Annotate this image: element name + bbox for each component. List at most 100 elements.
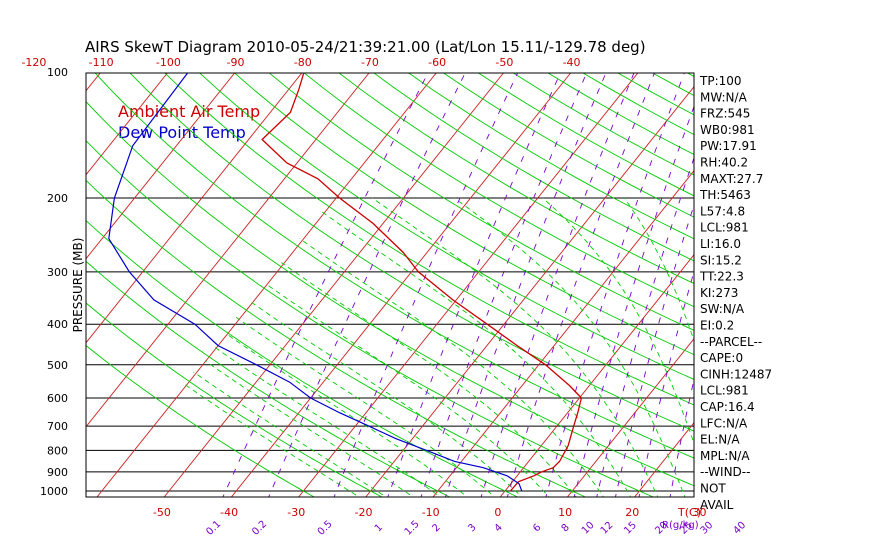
dry-adiabat-110 [338, 73, 694, 285]
dry-adiabat-10 [86, 179, 587, 497]
bottom-temp-tick-label: -10 [422, 506, 440, 519]
pressure-tick-label: 800 [47, 444, 68, 457]
moist-adiabat-4 [251, 302, 523, 497]
top-temp-tick-label: -100 [156, 56, 181, 69]
top-temp-tick-label: -110 [89, 56, 114, 69]
pressure-tick-label: 1000 [40, 485, 68, 498]
bottom-temp-tick-label: -30 [287, 506, 305, 519]
mixing-ratio-tick-label: 40 [731, 520, 748, 537]
stability-index: CAP:16.4 [700, 400, 755, 414]
dry-adiabat-60 [164, 73, 694, 406]
dry-adiabat-80 [233, 73, 694, 356]
isotherm--60 [96, 73, 437, 497]
pressure-tick-label: 700 [47, 420, 68, 433]
stability-index: EL:N/A [700, 433, 740, 447]
moist-adiabat--8 [214, 347, 441, 497]
mixing-ratio-line [387, 73, 561, 497]
isotherm-10 [566, 338, 694, 497]
stability-index: AVAIL [700, 498, 734, 512]
mixing-ratio-line [638, 269, 694, 497]
mixing-ratio-line [268, 73, 466, 497]
isotherm--30 [298, 73, 639, 497]
dry-adiabat-230 [755, 72, 870, 500]
dry-adiabat-70 [199, 73, 694, 380]
bottom-temp-tick-label: 0 [494, 506, 501, 519]
bottom-temp-tick-label: -50 [153, 506, 171, 519]
mixing-ratio-tick-label: 6 [531, 522, 543, 534]
stability-index: SW:N/A [700, 302, 745, 316]
dry-adiabat-240 [790, 72, 870, 500]
stability-index: --PARCEL-- [700, 335, 762, 349]
mixing-ratio-line [596, 156, 694, 497]
stability-index: TH:5463 [699, 188, 751, 202]
pressure-tick-label: 900 [47, 466, 68, 479]
bottom-temp-tick-label: 10 [558, 506, 572, 519]
mixing-ratio-line [545, 73, 685, 497]
top-temp-tick-label: -50 [495, 56, 513, 69]
stability-index: LCL:981 [700, 384, 749, 398]
mixing-ratio-tick-label: 12 [599, 520, 616, 537]
top-temp-tick-label: -120 [21, 56, 46, 69]
mixing-ratio-line [506, 73, 655, 497]
pressure-tick-label: 300 [47, 266, 68, 279]
isotherm--70 [86, 73, 370, 428]
stability-indices-panel: TP:100 MW:N/A FRZ:545 WB0:981 PW:17.91 RH:40.… [699, 74, 772, 512]
moist-adiabat--20 [183, 383, 360, 497]
bottom-temp-tick-label: 30 [692, 506, 706, 519]
isotherm-0 [499, 254, 694, 497]
mixing-ratio-tick-label: 0.1 [204, 519, 223, 538]
stability-index: RH:40.2 [700, 156, 748, 170]
isotherm--40 [230, 73, 572, 497]
stability-index: SI:15.2 [700, 253, 742, 267]
mixing-ratio-unit-label: R(g/kg) [662, 520, 699, 531]
mixing-ratio-tick-label: 1.5 [403, 519, 422, 538]
pressure-tick-label: 600 [47, 392, 68, 405]
stability-index: CINH:12487 [700, 367, 772, 381]
moist-adiabat-20 [320, 210, 632, 497]
dry-adiabat-90 [268, 73, 694, 331]
dry-adiabat-20 [86, 140, 655, 497]
bottom-temp-tick-label: -40 [220, 506, 238, 519]
stability-index: NOT [700, 482, 726, 496]
dry-adiabat-160 [512, 73, 694, 176]
dry-adiabat-100 [303, 73, 694, 308]
y-axis-label: PRESSURE (MB) [71, 238, 85, 333]
profile-lines [108, 73, 583, 492]
isotherm--50 [163, 73, 504, 497]
dry-adiabat-50 [129, 73, 694, 432]
stability-index: KI:273 [700, 286, 738, 300]
mixing-ratio-tick-label: 3 [466, 522, 478, 534]
isotherm--100 [86, 73, 168, 176]
stability-index: LI:16.0 [700, 237, 741, 251]
isotherm--90 [86, 73, 236, 260]
top-temp-tick-label: -70 [361, 56, 379, 69]
isotherm--120 [0, 72, 34, 500]
dry-adiabat-120 [373, 73, 694, 262]
moist-adiabat--16 [193, 371, 387, 497]
isotherm-50 [834, 72, 870, 500]
moist-adiabat-12 [281, 262, 577, 497]
x-axis-unit-label: T(C) [677, 506, 701, 519]
mixing-ratio-line [333, 73, 519, 497]
moist-adiabat-0 [235, 316, 496, 497]
pressure-tick-label: 200 [47, 192, 68, 205]
dry-adiabat-130 [408, 73, 694, 240]
plot-border [85, 72, 695, 498]
mixing-ratio-tick-label: 8 [560, 522, 572, 534]
dry-adiabat-150 [477, 73, 694, 197]
pressure-tick-label: 500 [47, 359, 68, 372]
mixing-ratio-line [444, 73, 607, 497]
bottom-temp-tick-label: -20 [355, 506, 373, 519]
stability-index: WB0:981 [700, 123, 755, 137]
dry-adiabat--20 [86, 302, 383, 497]
mixing-ratio-line [222, 73, 429, 497]
pressure-tick-label: 400 [47, 318, 68, 331]
moist-adiabat-24 [372, 197, 659, 497]
moist-adiabat-32 [542, 197, 694, 445]
stability-index: MPL:N/A [700, 449, 750, 463]
dew-point-temp-line [108, 73, 523, 492]
stability-index: FRZ:545 [700, 107, 750, 121]
mixing-ratio-tick-label: 0.2 [250, 519, 269, 538]
chart-title: AIRS SkewT Diagram 2010-05-24/21:39:21.0… [85, 38, 646, 56]
